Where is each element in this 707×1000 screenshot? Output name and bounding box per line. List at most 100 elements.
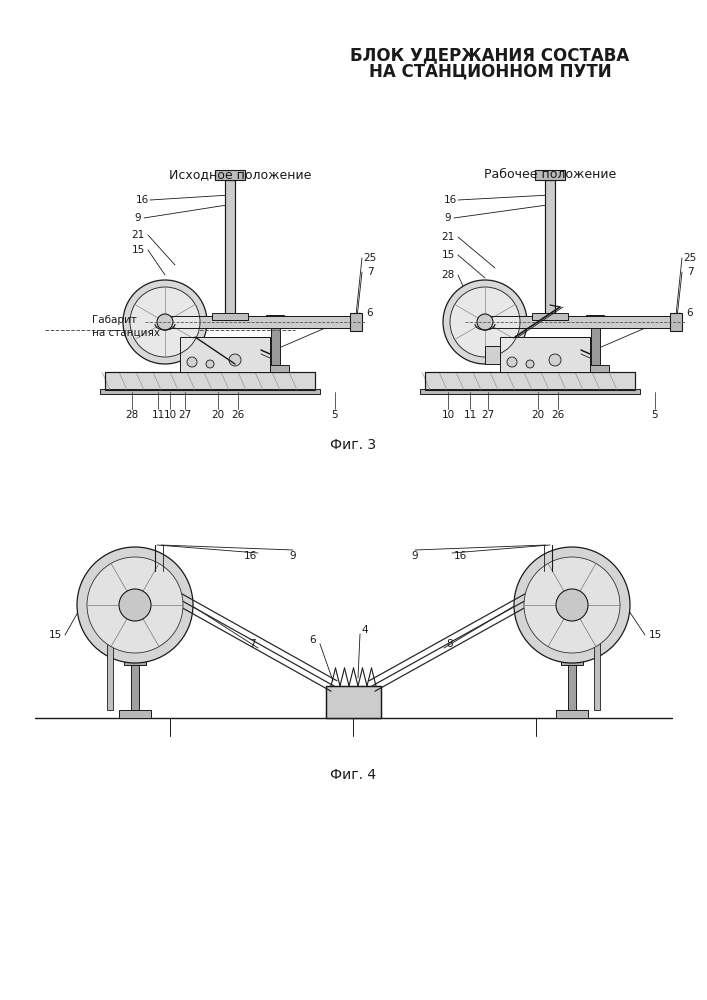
Bar <box>586 315 604 323</box>
Bar <box>261 365 289 372</box>
Circle shape <box>507 357 517 367</box>
Bar <box>545 180 555 315</box>
Text: 6: 6 <box>310 635 316 645</box>
Bar <box>180 337 270 372</box>
Bar <box>326 686 381 718</box>
Bar <box>532 313 568 320</box>
Bar <box>545 180 555 315</box>
Text: 21: 21 <box>441 232 455 242</box>
Bar <box>670 313 682 331</box>
Text: 16: 16 <box>243 551 257 561</box>
Text: Фиг. 3: Фиг. 3 <box>330 438 376 452</box>
Bar <box>225 180 235 315</box>
Circle shape <box>229 354 241 366</box>
Polygon shape <box>119 710 151 718</box>
Circle shape <box>206 360 214 368</box>
Text: 9: 9 <box>445 213 451 223</box>
Bar <box>100 389 320 394</box>
Circle shape <box>526 360 534 368</box>
Text: 9: 9 <box>135 213 141 223</box>
Text: 15: 15 <box>441 250 455 260</box>
Circle shape <box>187 357 197 367</box>
Bar <box>500 337 590 372</box>
Text: 10: 10 <box>441 410 455 420</box>
Bar <box>591 323 600 365</box>
Text: 15: 15 <box>648 630 662 640</box>
Text: 16: 16 <box>443 195 457 205</box>
Bar <box>165 316 350 328</box>
Bar <box>350 313 362 331</box>
Text: 11: 11 <box>463 410 477 420</box>
Bar <box>485 346 500 364</box>
Circle shape <box>123 280 207 364</box>
Circle shape <box>77 547 193 663</box>
Bar <box>581 365 609 372</box>
Text: 8: 8 <box>447 639 453 649</box>
Text: 28: 28 <box>125 410 139 420</box>
Bar <box>485 316 670 328</box>
Text: Габарит: Габарит <box>92 315 137 325</box>
Bar <box>420 389 640 394</box>
Bar <box>425 372 635 390</box>
Polygon shape <box>561 657 583 665</box>
Text: 15: 15 <box>132 245 145 255</box>
Circle shape <box>119 589 151 621</box>
Circle shape <box>157 314 173 330</box>
Bar <box>535 170 565 180</box>
Text: 28: 28 <box>441 270 455 280</box>
Polygon shape <box>568 665 576 710</box>
Text: 9: 9 <box>411 551 419 561</box>
Text: НА СТАНЦИОННОМ ПУТИ: НА СТАНЦИОННОМ ПУТИ <box>368 63 612 81</box>
Text: 26: 26 <box>551 410 565 420</box>
Text: 16: 16 <box>453 551 467 561</box>
Text: 10: 10 <box>163 410 177 420</box>
Text: 6: 6 <box>686 308 694 318</box>
Circle shape <box>549 354 561 366</box>
Text: 7: 7 <box>686 267 694 277</box>
Text: Исходное положение: Исходное положение <box>169 168 311 182</box>
Text: 11: 11 <box>151 410 165 420</box>
Circle shape <box>514 547 630 663</box>
Polygon shape <box>124 657 146 665</box>
Bar <box>500 337 590 372</box>
Bar <box>105 372 315 390</box>
Text: 25: 25 <box>363 253 377 263</box>
Bar <box>326 686 381 718</box>
Bar <box>594 637 600 710</box>
Circle shape <box>450 287 520 357</box>
Text: 5: 5 <box>652 410 658 420</box>
Bar <box>225 180 235 315</box>
Bar <box>180 337 270 372</box>
Text: 5: 5 <box>332 410 339 420</box>
Text: на станциях: на станциях <box>92 328 160 338</box>
Bar <box>165 316 350 328</box>
Text: 15: 15 <box>48 630 62 640</box>
Bar <box>107 637 113 710</box>
Text: 9: 9 <box>290 551 296 561</box>
Text: 27: 27 <box>178 410 192 420</box>
Text: 7: 7 <box>367 267 373 277</box>
Bar <box>212 313 248 320</box>
Text: 4: 4 <box>362 625 368 635</box>
Circle shape <box>477 314 493 330</box>
Text: 20: 20 <box>532 410 544 420</box>
Bar <box>271 323 280 365</box>
Circle shape <box>443 280 527 364</box>
Polygon shape <box>131 665 139 710</box>
Text: 7: 7 <box>249 639 255 649</box>
Text: БЛОК УДЕРЖАНИЯ СОСТАВА: БЛОК УДЕРЖАНИЯ СОСТАВА <box>351 46 630 64</box>
Circle shape <box>524 557 620 653</box>
Text: 21: 21 <box>132 230 145 240</box>
Text: 26: 26 <box>231 410 245 420</box>
Text: 16: 16 <box>135 195 148 205</box>
Text: 6: 6 <box>367 308 373 318</box>
Bar <box>425 372 635 390</box>
Circle shape <box>87 557 183 653</box>
Polygon shape <box>556 710 588 718</box>
Bar <box>105 372 315 390</box>
Circle shape <box>130 287 200 357</box>
Text: 27: 27 <box>481 410 495 420</box>
Bar <box>266 315 284 323</box>
Bar <box>215 170 245 180</box>
Circle shape <box>556 589 588 621</box>
